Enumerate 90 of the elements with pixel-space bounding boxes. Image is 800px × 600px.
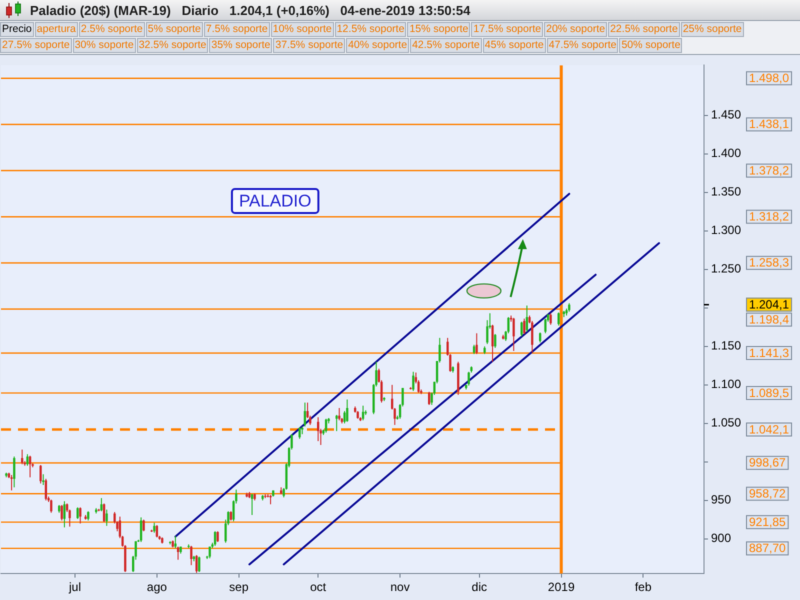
ref-line-label: 1.198,4 (749, 312, 790, 326)
candlestick (142, 519, 145, 532)
candlestick (79, 506, 82, 524)
text: 10% soporte (270, 22, 334, 37)
x-tick-label: ago (146, 580, 168, 594)
text: 47.5% soporte (546, 38, 618, 53)
text: 22.5% soporte (608, 22, 680, 37)
ref-line-label: 1.089,5 (749, 386, 790, 400)
text: 40% soporte (346, 38, 410, 53)
candlestick (512, 317, 515, 352)
text: 5% soporte (146, 22, 203, 37)
candlestick (550, 312, 552, 326)
ref-line-label: 1.438,1 (749, 117, 790, 132)
candlestick (214, 530, 216, 546)
candlestick (338, 407, 340, 421)
y-tick-label: 1.450 (710, 108, 742, 122)
candlestick (362, 405, 364, 421)
text: 25% soporte (680, 22, 744, 37)
candlestick (317, 416, 320, 442)
candlestick (153, 522, 156, 534)
candlestick (491, 324, 494, 362)
candlestick (523, 318, 526, 335)
y-tick-label: 1.400 (710, 146, 742, 160)
ref-line-label: 1.378,2 (749, 163, 790, 178)
ref-line-label: 887,70 (749, 541, 786, 556)
ref-line-label: 1.498,0 (749, 71, 790, 86)
text: 30% soporte (72, 38, 136, 53)
text: 20% soporte (544, 22, 608, 37)
candlestick (76, 506, 79, 520)
y-tick-label: 1.250 (710, 262, 742, 276)
candlestick (412, 371, 414, 392)
y-tick-label: 950 (710, 492, 732, 507)
candlestick (195, 554, 198, 574)
candlestick (494, 334, 496, 348)
candlestick (198, 556, 200, 573)
candlestick (50, 499, 52, 514)
candlestick (21, 449, 24, 465)
candlestick (557, 312, 560, 326)
candlestick (40, 464, 42, 484)
text: apertura (34, 22, 78, 37)
ref-line-label: 998,67 (749, 456, 786, 470)
text: 15% soporte (407, 22, 470, 37)
text: 42.5% soporte (410, 38, 482, 53)
text: 2.5% soporte (78, 22, 145, 37)
text: 7.5% soporte (204, 22, 270, 37)
y-tick-label: 1.150 (710, 338, 742, 353)
candlestick (520, 321, 523, 337)
candlestick (336, 414, 338, 432)
candlestick (13, 456, 16, 488)
text: 37.5% soporte (273, 38, 346, 53)
text: 1.204,1 (749, 298, 790, 312)
x-tick-label: sep (229, 580, 249, 594)
y-tick-label: 1.050 (710, 416, 742, 430)
candlestick (476, 332, 478, 355)
candlestick (60, 504, 63, 521)
candlestick (87, 510, 90, 521)
text: 27.5% soporte (0, 38, 72, 53)
x-tick-label: jul (68, 580, 82, 594)
text: 32.5% soporte (136, 38, 208, 53)
ref-line-label: 921,85 (749, 514, 786, 529)
text: 12.5% soporte (334, 22, 406, 37)
text: Precio (0, 22, 34, 37)
text: 17.5% soporte (471, 22, 544, 37)
y-tick-label: 900 (710, 531, 732, 546)
candlestick (208, 546, 211, 559)
text: PALADIO (238, 192, 312, 211)
y-tick-label: 1.350 (710, 184, 742, 199)
ref-line-label: 1.141,3 (749, 346, 790, 360)
text: 45% soporte (482, 38, 546, 53)
candlestick (216, 530, 219, 543)
candlestick (346, 399, 348, 422)
text: 50% soporte (619, 38, 682, 53)
y-tick-label: 1.100 (710, 377, 742, 392)
chart-subtitle: Paladio (20$) (MAR-19) Diario 1.204,1 (+0,16%) 04-ene-2019 13:50:54 (30, 2, 470, 18)
candlestick (190, 545, 192, 566)
x-tick-label: 2019 (548, 580, 575, 594)
ref-line-label: 1.318,2 (749, 210, 790, 224)
candlestick (304, 402, 306, 427)
ref-line-label: 958,72 (749, 486, 786, 501)
text: 35% soporte (209, 38, 272, 53)
x-tick-label: nov (390, 580, 410, 594)
y-tick-label: 1.300 (710, 223, 742, 238)
candlestick (42, 474, 44, 486)
candlestick (106, 509, 108, 526)
ref-line-label: 1.258,3 (749, 256, 790, 270)
x-tick-label: dic (472, 580, 488, 594)
ref-line-label: 1.042,1 (749, 422, 790, 436)
x-tick-label: oct (310, 580, 327, 594)
x-tick-label: feb (634, 580, 652, 594)
candlestick (298, 426, 301, 440)
